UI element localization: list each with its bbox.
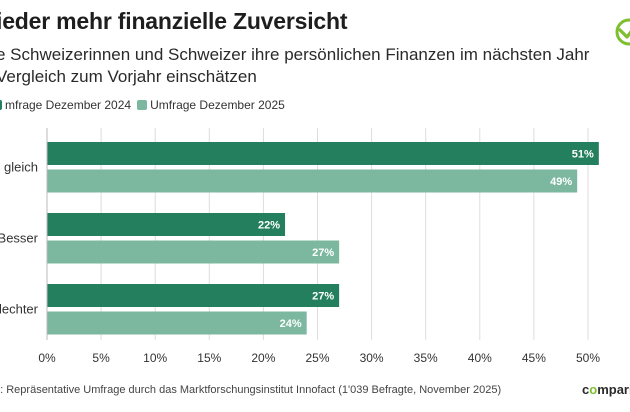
- legend-swatch-2024: [0, 100, 2, 110]
- x-tick-label-45: 45%: [522, 351, 546, 365]
- x-tick-label-10: 10%: [143, 351, 167, 365]
- chart-title: ieder mehr finanzielle Zuversicht: [0, 8, 348, 34]
- x-tick-label-5: 5%: [92, 351, 110, 365]
- chart-legend: mfrage Dezember 2024 Umfrage Dezember 20…: [0, 98, 291, 112]
- brand-text-pre: c: [582, 382, 590, 397]
- legend-label-2025: Umfrage Dezember 2025: [150, 98, 285, 112]
- value-label-1-series-0: 22%: [258, 220, 280, 232]
- chart-subtitle: e Schweizerinnen und Schweizer ihre pers…: [0, 44, 630, 88]
- bar-2-series-0: [47, 284, 340, 307]
- legend-label-2024: mfrage Dezember 2024: [5, 98, 132, 112]
- x-tick-label-0: 0%: [38, 351, 56, 365]
- x-tick-label-15: 15%: [197, 351, 221, 365]
- value-label-2-series-0: 27%: [312, 291, 334, 303]
- value-label-1-series-1: 27%: [312, 247, 334, 259]
- value-label-2-series-1: 24%: [280, 318, 302, 330]
- x-tick-label-35: 35%: [414, 351, 438, 365]
- bar-2-series-1: [47, 311, 307, 335]
- legend-item-2024: mfrage Dezember 2024: [0, 98, 131, 112]
- bar-1-series-1: [47, 240, 340, 264]
- x-tick-label-20: 20%: [251, 351, 275, 365]
- bar-1-series-0: [47, 213, 286, 236]
- bar-0-series-1: [47, 169, 578, 193]
- brand-logo: comparis: [582, 382, 630, 397]
- legend-item-2025: Umfrage Dezember 2025: [137, 98, 285, 112]
- category-label-1: Besser: [0, 230, 39, 245]
- x-tick-label-50: 50%: [576, 351, 600, 365]
- brand-text-o: o: [589, 382, 598, 397]
- checkmark-circle-icon: [615, 18, 630, 46]
- subtitle-line-1: e Schweizerinnen und Schweizer ihre pers…: [0, 45, 590, 64]
- value-label-0-series-1: 49%: [550, 176, 572, 188]
- x-tick-label-40: 40%: [468, 351, 492, 365]
- x-tick-label-30: 30%: [360, 351, 384, 365]
- category-label-2: lechter: [0, 301, 39, 316]
- subtitle-line-2: Vergleich zum Vorjahr einschätzen: [0, 67, 257, 86]
- source-note: e: Repräsentative Umfrage durch das Mark…: [0, 384, 502, 396]
- bar-0-series-0: [47, 142, 599, 165]
- x-tick-label-25: 25%: [305, 351, 329, 365]
- value-label-0-series-0: 51%: [572, 149, 594, 161]
- brand-text-post: mparis: [597, 382, 630, 397]
- legend-swatch-2025: [137, 100, 148, 110]
- category-label-0: n gleich: [0, 159, 38, 174]
